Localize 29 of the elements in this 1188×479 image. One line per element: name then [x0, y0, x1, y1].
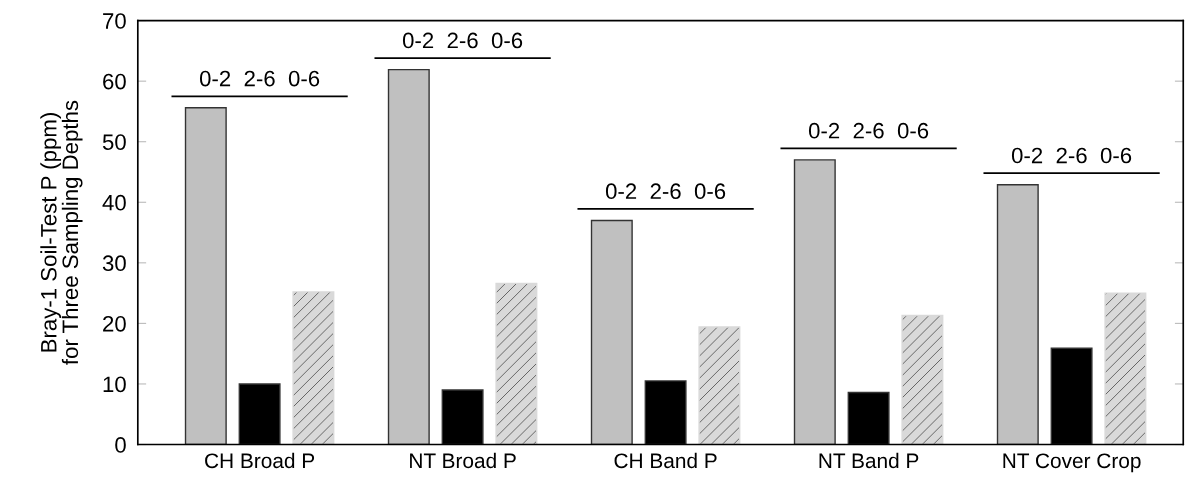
x-tick-label: NT Broad P: [410, 452, 516, 469]
annotation: 0-2 2-6 0-6: [402, 32, 523, 49]
y-tick-label: 70: [103, 13, 126, 29]
y-tick-label: 30: [102, 255, 126, 272]
y-tick-label: 10: [103, 376, 126, 393]
x-tick-label: NT Band P: [819, 452, 919, 469]
y-tick-label: 0: [115, 437, 126, 453]
x-tick-label: CH Band P: [614, 452, 717, 469]
y-tick-label: 40: [102, 194, 126, 211]
y-tick-label: 20: [103, 315, 126, 332]
bar: [996, 184, 1039, 445]
y-tick-label: 60: [103, 73, 126, 90]
bar: [698, 326, 741, 445]
annotation: 0-2 2-6 0-6: [199, 70, 320, 87]
x-tick-label: NT Cover Crop: [1003, 453, 1141, 473]
bar: [184, 107, 227, 445]
annotation: 0-2 2-6 0-6: [605, 183, 726, 200]
y-tick-label: 50: [102, 134, 126, 150]
bar: [901, 314, 944, 445]
annotation: 0-2 2-6 0-6: [808, 122, 929, 139]
bar: [387, 68, 430, 445]
x-tick-label: CH Broad P: [205, 452, 315, 469]
y-axis-title: Bray-1 Soil-Test P (ppm) for Three Sampling Depths: [40, 100, 83, 365]
bar: [793, 159, 836, 445]
bar: [590, 219, 633, 445]
bar: [292, 291, 335, 445]
bar: [495, 282, 538, 445]
bar: [1104, 292, 1147, 445]
annotation: 0-2 2-6 0-6: [1011, 147, 1132, 164]
